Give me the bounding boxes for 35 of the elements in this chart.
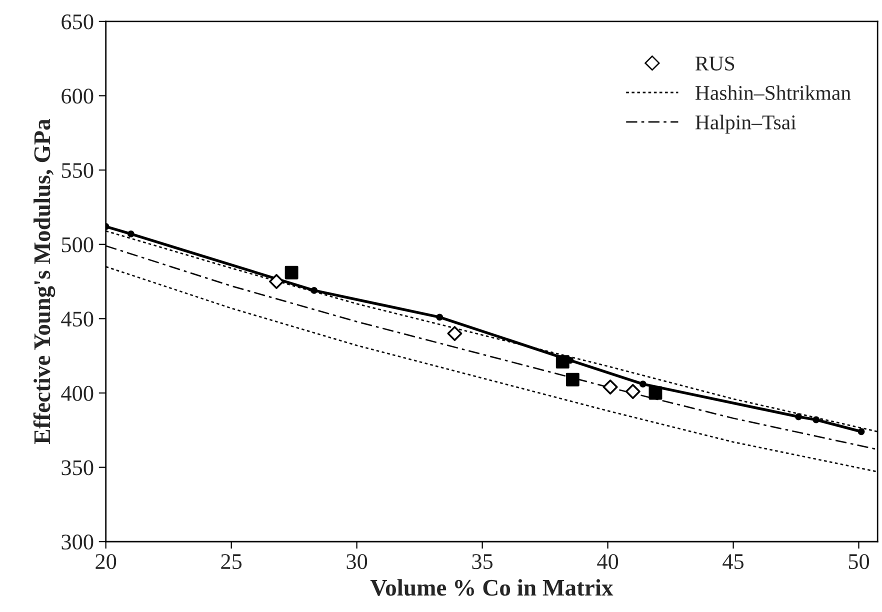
legend-label: Halpin–Tsai (695, 114, 796, 134)
y-axis-title: Effective Young's Modulus, GPa (33, 119, 56, 444)
point (310, 286, 318, 294)
legend-label: RUS (695, 56, 734, 71)
point (436, 314, 444, 321)
point (269, 274, 284, 290)
point (447, 326, 462, 342)
y-tick-label: 650 (62, 14, 94, 30)
y-tick-label: 550 (62, 162, 94, 178)
y-tick-label: 450 (61, 312, 94, 327)
point (639, 380, 646, 388)
x-tick-label: 40 (597, 554, 618, 570)
y-tick-label: 500 (62, 237, 94, 252)
x-tick-label: 20 (96, 554, 116, 570)
point (566, 372, 580, 386)
y-tick-label: 300 (62, 534, 94, 550)
point (556, 355, 570, 368)
point (602, 380, 618, 395)
point (795, 413, 802, 420)
point (648, 386, 662, 400)
point (625, 384, 640, 399)
point (127, 230, 134, 238)
legend-label: Hashin–Shtrikman (695, 85, 851, 100)
x-tick-label: 35 (472, 554, 493, 570)
y-tick-label: 350 (62, 460, 94, 476)
x-tick-label: 50 (848, 554, 870, 570)
point (284, 266, 298, 280)
x-tick-label: 25 (221, 554, 242, 570)
x-axis-title: Volume % Co in Matrix (370, 579, 614, 596)
point (812, 416, 820, 424)
y-tick-label: 400 (61, 386, 94, 401)
point (858, 428, 865, 436)
y-tick-label: 600 (62, 88, 94, 104)
x-tick-label: 45 (722, 554, 744, 570)
x-tick-label: 30 (346, 554, 368, 570)
